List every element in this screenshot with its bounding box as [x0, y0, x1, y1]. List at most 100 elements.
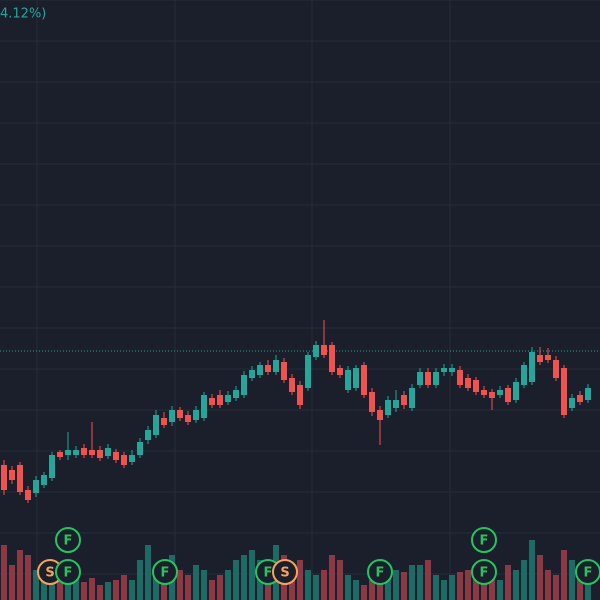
candle-body — [137, 442, 143, 455]
volume-bar — [529, 540, 535, 600]
volume-bar — [113, 580, 119, 600]
candle-body — [273, 360, 279, 372]
candle-body — [513, 382, 519, 400]
volume-bar — [305, 570, 311, 600]
candle-body — [441, 368, 447, 372]
candle-body — [537, 355, 543, 362]
event-label: F — [480, 534, 489, 549]
candle-body — [225, 395, 231, 402]
candle-body — [481, 390, 487, 395]
candle-body — [289, 378, 295, 392]
volume-bar — [81, 582, 87, 600]
candle-body — [337, 368, 343, 375]
volume-bar — [329, 555, 335, 600]
candle-body — [377, 410, 383, 420]
volume-bar — [129, 580, 135, 600]
volume-bar — [505, 565, 511, 600]
candle-body — [17, 465, 23, 492]
volume-bar — [241, 555, 247, 600]
volume-bar — [185, 575, 191, 600]
candle-body — [385, 400, 391, 415]
volume-bar — [233, 560, 239, 600]
volume-bar — [225, 570, 231, 600]
event-marker: F — [152, 559, 178, 585]
volume-bar — [193, 565, 199, 600]
candle-body — [145, 430, 151, 440]
candle-body — [1, 465, 7, 490]
event-label: F — [480, 566, 489, 581]
event-marker: F — [471, 559, 497, 585]
candle-body — [329, 345, 335, 372]
event-label: S — [280, 566, 289, 581]
candle-body — [57, 452, 63, 457]
volume-bar — [145, 545, 151, 600]
volume-bar — [545, 570, 551, 600]
candle-body — [361, 365, 367, 395]
candle-body — [553, 360, 559, 378]
event-marker: F — [55, 559, 81, 585]
candle-body — [353, 368, 359, 388]
event-label: F — [161, 566, 170, 581]
candle-body — [401, 395, 407, 405]
candle-body — [521, 365, 527, 385]
volume-bar — [569, 560, 575, 600]
candle-body — [489, 392, 495, 398]
candle-body — [97, 450, 103, 458]
candle-body — [409, 388, 415, 408]
candle-body — [209, 398, 215, 405]
event-marker: F — [575, 559, 600, 585]
event-label: F — [376, 566, 385, 581]
event-circle — [471, 527, 497, 553]
candle-body — [369, 392, 375, 412]
event-label: F — [64, 566, 73, 581]
candle-body — [449, 368, 455, 372]
volume-bar — [17, 550, 23, 600]
candle-body — [177, 410, 183, 418]
volume-bar — [153, 570, 159, 600]
volume-bar — [89, 578, 95, 600]
volume-bar — [121, 575, 127, 600]
candle-body — [49, 455, 55, 478]
volume-bar — [489, 575, 495, 600]
candle-body — [217, 395, 223, 405]
volume-bar — [297, 560, 303, 600]
event-marker: F — [471, 527, 497, 553]
candle-body — [457, 370, 463, 385]
volume-bar — [321, 570, 327, 600]
candle-body — [89, 450, 95, 455]
candle-body — [585, 388, 591, 400]
volume-bar — [497, 580, 503, 600]
volume-bar — [457, 572, 463, 600]
candle-body — [529, 352, 535, 382]
candle-body — [281, 362, 287, 380]
event-circle — [575, 559, 600, 585]
event-circle — [471, 559, 497, 585]
volume-bar — [25, 555, 31, 600]
volume-bar — [433, 575, 439, 600]
candle-body — [545, 355, 551, 360]
volume-bar — [401, 572, 407, 600]
volume-bar — [217, 575, 223, 600]
candle-body — [73, 450, 79, 455]
candle-body — [473, 380, 479, 392]
volume-bar — [1, 545, 7, 600]
candle-body — [257, 365, 263, 375]
volume-bar — [417, 565, 423, 600]
event-label: S — [45, 566, 54, 581]
candle-body — [305, 355, 311, 388]
candle-body — [193, 410, 199, 420]
candle-body — [297, 385, 303, 405]
volume-bar — [249, 550, 255, 600]
candle-body — [313, 345, 319, 357]
event-circle — [55, 559, 81, 585]
volume-bar — [353, 580, 359, 600]
candle-body — [121, 455, 127, 465]
candle-body — [129, 455, 135, 462]
candle-body — [577, 395, 583, 402]
volume-bar — [9, 565, 15, 600]
volume-bar — [337, 560, 343, 600]
volume-bar — [577, 570, 583, 600]
candle-body — [321, 345, 327, 355]
volume-bar — [33, 570, 39, 600]
